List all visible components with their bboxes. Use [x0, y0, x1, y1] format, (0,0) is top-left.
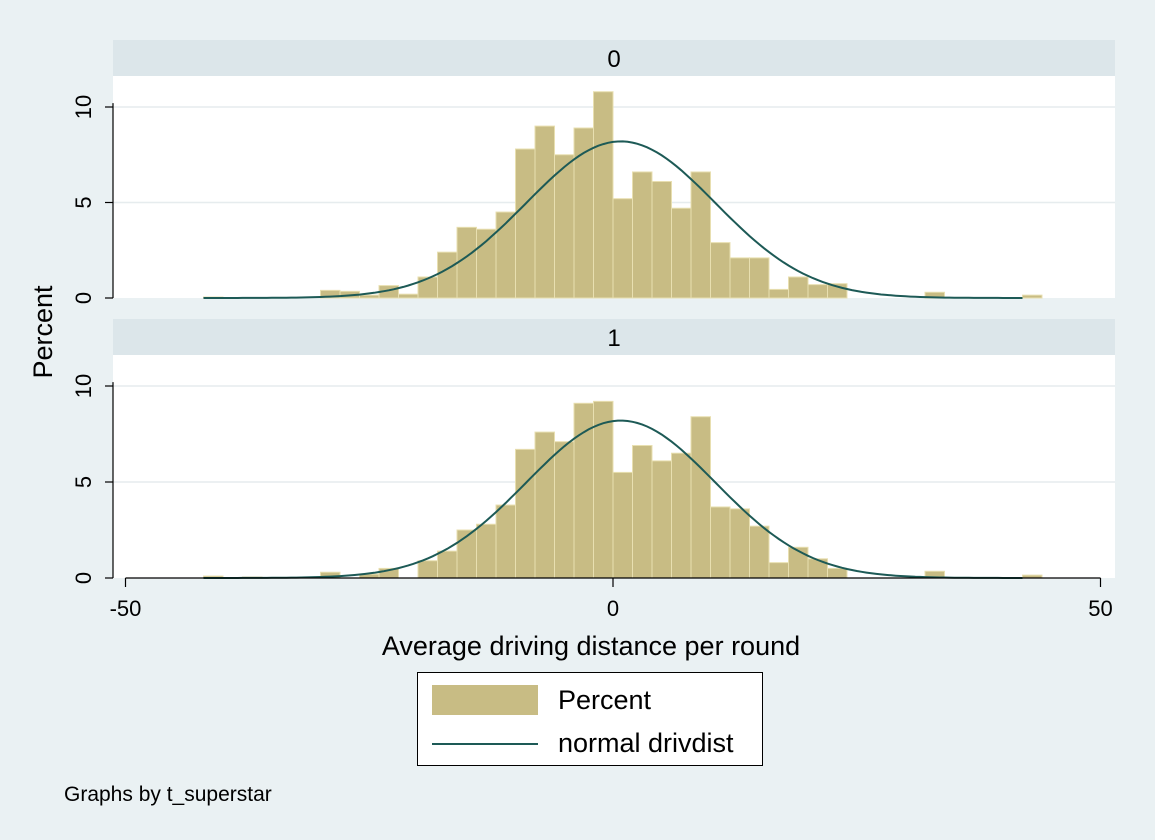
histogram-bar [710, 506, 731, 579]
histogram-bar [710, 242, 731, 299]
histogram-bar [768, 288, 789, 299]
legend-label-percent: Percent [558, 685, 652, 715]
histogram-bar [690, 416, 711, 579]
histogram-bar [534, 431, 555, 579]
histogram-bar [398, 293, 419, 299]
panel-label-1: 1 [607, 325, 620, 352]
histogram-bar [651, 180, 672, 299]
histogram-bar [593, 400, 614, 579]
graph-note: Graphs by t_superstar [64, 783, 272, 806]
legend-label-normal: normal drivdist [558, 728, 734, 758]
histogram-bar [1022, 294, 1043, 299]
histogram-bar [417, 276, 438, 299]
y-tick-label: 10 [71, 374, 96, 398]
histogram-bar [612, 471, 633, 579]
panel-label-0: 0 [607, 46, 620, 73]
histogram-bar [359, 294, 380, 299]
histogram-bar [593, 91, 614, 299]
histogram-bar [495, 504, 516, 579]
x-tick-label: 0 [607, 596, 619, 621]
x-tick-label: -50 [110, 596, 142, 621]
histogram-bar [534, 125, 555, 299]
histogram-bar [554, 441, 575, 579]
legend-swatch-normal [432, 743, 538, 745]
histogram-bar [671, 207, 692, 299]
x-tick-label: 50 [1088, 596, 1112, 621]
y-tick-label: 10 [71, 95, 96, 119]
histogram-bar [437, 550, 458, 579]
y-tick-label: 0 [71, 572, 96, 584]
legend-swatch-percent [432, 685, 538, 715]
x-axis-title: Average driving distance per round [382, 631, 800, 661]
histogram-bar [690, 171, 711, 299]
histogram-bar [827, 567, 848, 579]
histogram-bar [476, 523, 497, 579]
y-tick-label: 0 [71, 292, 96, 304]
y-tick-label: 5 [71, 476, 96, 488]
histogram-bar [651, 460, 672, 579]
histogram-bar [456, 226, 477, 299]
histogram-bar [768, 562, 789, 579]
histogram-bar [554, 154, 575, 299]
normal-curve-1 [203, 419, 1023, 579]
histogram-bar [788, 276, 809, 299]
histogram-bar [671, 452, 692, 579]
panel-strip-1 [113, 319, 1115, 355]
histogram-bar [515, 148, 536, 299]
histogram-bar [495, 211, 516, 299]
histogram-bar [515, 448, 536, 579]
histogram-bar [632, 445, 653, 579]
histogram-bar [612, 198, 633, 299]
histogram-bar [729, 257, 750, 299]
histogram-bar [476, 228, 497, 299]
histogram-bar [437, 251, 458, 299]
histogram-bar [417, 560, 438, 579]
histogram-bar [729, 508, 750, 579]
y-axis-title: Percent [28, 285, 58, 379]
histogram-bar [749, 525, 770, 579]
y-tick-label: 5 [71, 196, 96, 208]
legend: Percent normal drivdist [417, 672, 763, 766]
histogram-bar [632, 171, 653, 299]
histogram-bar [749, 257, 770, 299]
panel-strip-0 [113, 40, 1115, 76]
histogram-bar [807, 284, 828, 299]
normal-curve-0 [203, 140, 1023, 299]
